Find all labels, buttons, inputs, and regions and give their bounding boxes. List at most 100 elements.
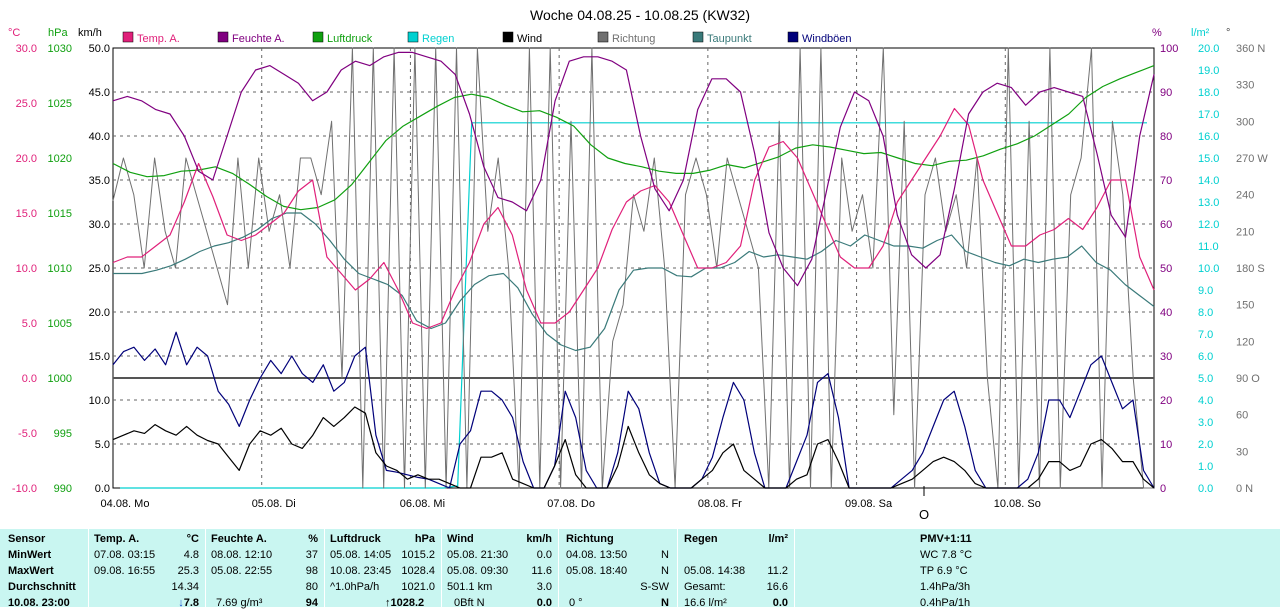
axis-units: °C hPa km/h% l/m² ° <box>8 27 1230 39</box>
row-label-current: 10.08. 23:00 <box>8 597 70 609</box>
humidity-tick-label: 0 <box>1160 483 1166 495</box>
x-tick-label: 09.08. Sa <box>845 498 893 510</box>
legend: Temp. A. Feuchte A. Luftdruck Regen Wind Rich… <box>122 31 852 45</box>
direction-min-value: N <box>661 549 669 561</box>
wind-unit: km/h <box>526 533 552 545</box>
wind-tick-label: 25.0 <box>89 263 110 275</box>
direction-tick-label: 240 <box>1236 190 1254 202</box>
humidity-tick-label: 90 <box>1160 87 1172 99</box>
x-axis: 04.08. Mo 05.08. Di 06.08. Mi 07.08. Do 08.0… <box>101 498 1041 510</box>
wind-tick-label: 0.0 <box>95 483 110 495</box>
temp-current-value: ↓7.8 <box>178 597 199 609</box>
row-label-max: MaxWert <box>8 565 54 577</box>
series-line-richtung <box>112 47 1154 489</box>
humidity-tick-label: 10 <box>1160 439 1172 451</box>
left-axes: 30.0 25.0 20.0 15.0 10.0 5.0 0.0 -5.0 -10.0 1030 1… <box>12 43 110 495</box>
humidity-unit: % <box>308 533 318 545</box>
legend-swatch <box>502 31 514 43</box>
direction-tick-label: 60 <box>1236 410 1248 422</box>
humidity-max-value: 98 <box>305 565 318 577</box>
rain-tick-label: 15.0 <box>1198 153 1219 165</box>
row-label-avg: Durchschnitt <box>8 581 76 593</box>
pressure-tick-label: 1025 <box>48 98 72 110</box>
pressure-1h-value: 0.4hPa/1h <box>920 597 971 609</box>
direction-max-value: N <box>661 565 669 577</box>
rain-column: Regen l/m² 05.08. 14:38 11.2 Gesamt: 16.6 1… <box>678 529 795 609</box>
x-tick-label: 04.08. Mo <box>101 498 150 510</box>
pressure-current-value: ↑1028.2 <box>385 597 425 609</box>
legend-label: Taupunkt <box>707 33 752 45</box>
temp-tick-label: 15.0 <box>16 208 37 220</box>
temp-max-value: 25.3 <box>177 565 199 577</box>
legend-swatch <box>787 31 799 43</box>
pressure-tick-label: 1000 <box>48 373 72 385</box>
humidity-abs: 7.69 g/m³ <box>216 597 263 609</box>
humidity-avg-value: 80 <box>305 581 318 593</box>
rain-tick-label: 19.0 <box>1198 65 1219 77</box>
rain-total-label: Gesamt: <box>684 581 726 593</box>
extra-column: PMV+1:11 WC 7.8 °C TP 6.9 °C 1.4hPa/3h 0… <box>795 529 1279 609</box>
wind-header: Wind <box>447 533 474 545</box>
legend-swatch <box>597 31 609 43</box>
row-label-min: MinWert <box>8 549 52 561</box>
series-line-luftdruck <box>112 65 1155 211</box>
series-layer <box>112 47 1155 489</box>
pressure-unit: hPa <box>414 533 435 545</box>
humidity-current-value: 94 <box>305 597 318 609</box>
humidity-header: Feuchte A. <box>211 533 267 545</box>
humidity-tick-label: 30 <box>1160 351 1172 363</box>
x-tick-label: 10.08. So <box>994 498 1041 510</box>
direction-tick-label: 0 N <box>1236 483 1253 495</box>
legend-swatch <box>312 31 324 43</box>
wind-tick-label: 5.0 <box>95 439 110 451</box>
rain-sum: 16.6 l/m² <box>684 597 727 609</box>
direction-tick-label: 360 N <box>1236 43 1265 55</box>
temp-tick-label: 20.0 <box>16 153 37 165</box>
temp-column: Temp. A. °C 07.08. 03:15 4.8 09.08. 16:55 2… <box>89 529 206 609</box>
humidity-tick-label: 50 <box>1160 263 1172 275</box>
rain-tick-label: 11.0 <box>1198 241 1219 253</box>
rain-tick-label: 16.0 <box>1198 131 1219 143</box>
rain-tick-label: 9.0 <box>1198 285 1213 297</box>
wind-tick-label: 45.0 <box>89 87 110 99</box>
pressure-column: Luftdruck hPa 05.08. 14:05 1015.2 10.08. 2… <box>325 529 442 609</box>
wind-max-time: 05.08. 09:30 <box>447 565 509 577</box>
direction-column: Richtung 04.08. 13:50 N 05.08. 18:40 N S-S… <box>559 529 678 609</box>
rain-tick-label: 6.0 <box>1198 351 1213 363</box>
pressure-max-value: 1028.4 <box>401 565 435 577</box>
rain-tick-label: 3.0 <box>1198 417 1213 429</box>
series-line-temp-a- <box>112 107 1155 330</box>
pressure-header: Luftdruck <box>330 533 381 545</box>
wind-min-value: 0.0 <box>536 549 552 561</box>
rain-current-value: 0.0 <box>772 597 788 609</box>
pressure-tick-label: 1030 <box>48 43 72 55</box>
direction-tick-label: 210 <box>1236 226 1254 238</box>
rain-max-value: 11.2 <box>767 565 788 577</box>
rain-header: Regen <box>684 533 718 545</box>
pressure-tick-label: 995 <box>54 428 72 440</box>
wind-unit-label: km/h <box>78 27 102 39</box>
pressure-unit-label: hPa <box>48 27 68 39</box>
temp-tick-label: 30.0 <box>16 43 37 55</box>
series-line-regen <box>120 122 1147 489</box>
sun-marker-label: O <box>919 507 929 522</box>
direction-unit-label: ° <box>1226 27 1230 39</box>
humidity-min-time: 08.08. 12:10 <box>211 549 273 561</box>
temp-unit-label: °C <box>8 27 20 39</box>
rain-tick-label: 17.0 <box>1198 109 1219 121</box>
pressure-3h-value: 1.4hPa/3h <box>920 581 971 593</box>
legend-label: Regen <box>422 33 454 45</box>
row-labels-column: Sensor MinWert MaxWert Durchschnitt 10.0… <box>0 529 89 609</box>
pmv-header: PMV+1:11 <box>920 533 972 545</box>
direction-max-time: 05.08. 18:40 <box>566 565 628 577</box>
direction-tick-label: 330 <box>1236 80 1254 92</box>
row-label-sensor: Sensor <box>8 533 46 545</box>
rain-tick-label: 4.0 <box>1198 395 1213 407</box>
rain-tick-label: 18.0 <box>1198 87 1219 99</box>
pressure-tick-label: 990 <box>54 483 72 495</box>
rain-unit-label: l/m² <box>1191 27 1210 39</box>
direction-current-value: N <box>661 597 669 609</box>
pressure-min-value: 1015.2 <box>401 549 435 561</box>
pressure-trend: ^1.0hPa/h <box>330 581 380 593</box>
humidity-tick-label: 100 <box>1160 43 1178 55</box>
